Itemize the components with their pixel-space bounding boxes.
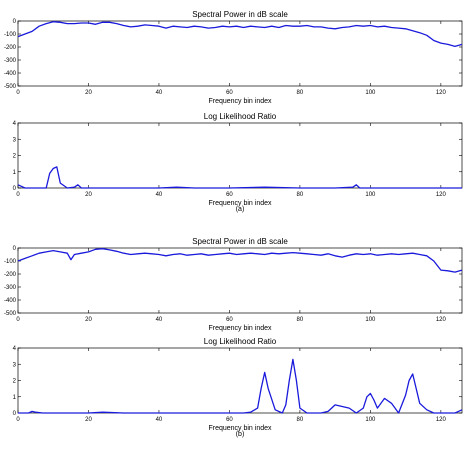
x-tick-label: 20 (85, 90, 92, 96)
y-tick-label: -100 (4, 32, 17, 38)
y-tick-label: 4 (13, 121, 17, 127)
x-tick-label: 60 (226, 317, 233, 323)
x-tick-label: 80 (297, 90, 304, 96)
axes-frame (17, 20, 463, 87)
y-tick-label: -500 (4, 84, 17, 90)
x-axis-label: Frequency bin index (208, 425, 272, 432)
chart-title: Log Likelihood Ratio (204, 112, 277, 121)
caption-b: (b) (236, 431, 245, 438)
x-tick-label: 80 (297, 317, 304, 323)
series-line (17, 166, 462, 189)
x-tick-label: 0 (16, 192, 20, 198)
x-tick-label: 120 (436, 317, 447, 323)
y-tick-label: 0 (13, 411, 17, 417)
x-axis-label: Frequency bin index (208, 98, 272, 105)
spectral-power-chart-a: Spectral Power in dB scale Frequency bin… (4, 10, 463, 105)
x-tick-label: 80 (297, 192, 304, 198)
y-tick-label: -200 (4, 272, 17, 278)
y-tick-label: -300 (4, 285, 17, 291)
y-tick-label: 3 (13, 137, 17, 143)
log-likelihood-chart-a: Log Likelihood Ratio Frequency bin index… (13, 112, 463, 207)
spectral-power-chart-b: Spectral Power in dB scale Frequency bin… (4, 237, 463, 332)
y-tick-label: -400 (4, 71, 17, 77)
series-line (17, 21, 463, 48)
series-line (17, 248, 463, 273)
y-tick-label: -200 (4, 45, 17, 51)
y-tick-label: 1 (13, 170, 17, 176)
x-tick-label: 40 (156, 90, 163, 96)
x-tick-label: 120 (436, 192, 447, 198)
x-axis-label: Frequency bin index (208, 325, 272, 332)
y-tick-label: 1 (13, 395, 17, 401)
x-tick-label: 0 (16, 317, 20, 323)
y-tick-label: 0 (13, 186, 17, 192)
x-tick-label: 100 (365, 90, 376, 96)
y-tick-label: -400 (4, 298, 17, 304)
x-tick-label: 0 (16, 90, 20, 96)
x-axis-label: Frequency bin index (208, 200, 272, 207)
y-tick-label: 4 (13, 346, 17, 352)
y-tick-label: 0 (13, 246, 17, 252)
y-tick-label: -300 (4, 58, 17, 64)
axes-frame (17, 122, 463, 189)
chart-title: Spectral Power in dB scale (192, 10, 288, 19)
x-tick-label: 60 (226, 192, 233, 198)
y-tick-label: 3 (13, 362, 17, 368)
x-tick-label: 40 (156, 317, 163, 323)
y-tick-label: -100 (4, 259, 17, 265)
x-tick-label: 40 (156, 417, 163, 423)
x-tick-label: 60 (226, 90, 233, 96)
log-likelihood-chart-b: Log Likelihood Ratio Frequency bin index… (13, 337, 463, 432)
x-tick-label: 60 (226, 417, 233, 423)
x-tick-label: 100 (365, 317, 376, 323)
y-tick-label: 2 (13, 154, 17, 160)
x-tick-label: 40 (156, 192, 163, 198)
y-tick-label: 2 (13, 379, 17, 385)
x-tick-label: 100 (365, 417, 376, 423)
x-tick-label: 120 (436, 417, 447, 423)
caption-a: (a) (236, 206, 245, 213)
chart-title: Spectral Power in dB scale (192, 237, 288, 246)
axes-frame (17, 247, 463, 314)
x-tick-label: 20 (85, 417, 92, 423)
y-tick-label: 0 (13, 19, 17, 25)
x-tick-label: 0 (16, 417, 20, 423)
y-tick-label: -500 (4, 311, 17, 317)
x-tick-label: 100 (365, 192, 376, 198)
series-line (18, 358, 463, 414)
x-tick-label: 120 (436, 90, 447, 96)
x-tick-label: 20 (85, 317, 92, 323)
axes-frame (17, 347, 463, 414)
x-tick-label: 20 (85, 192, 92, 198)
chart-title: Log Likelihood Ratio (204, 337, 277, 346)
x-tick-label: 80 (297, 417, 304, 423)
